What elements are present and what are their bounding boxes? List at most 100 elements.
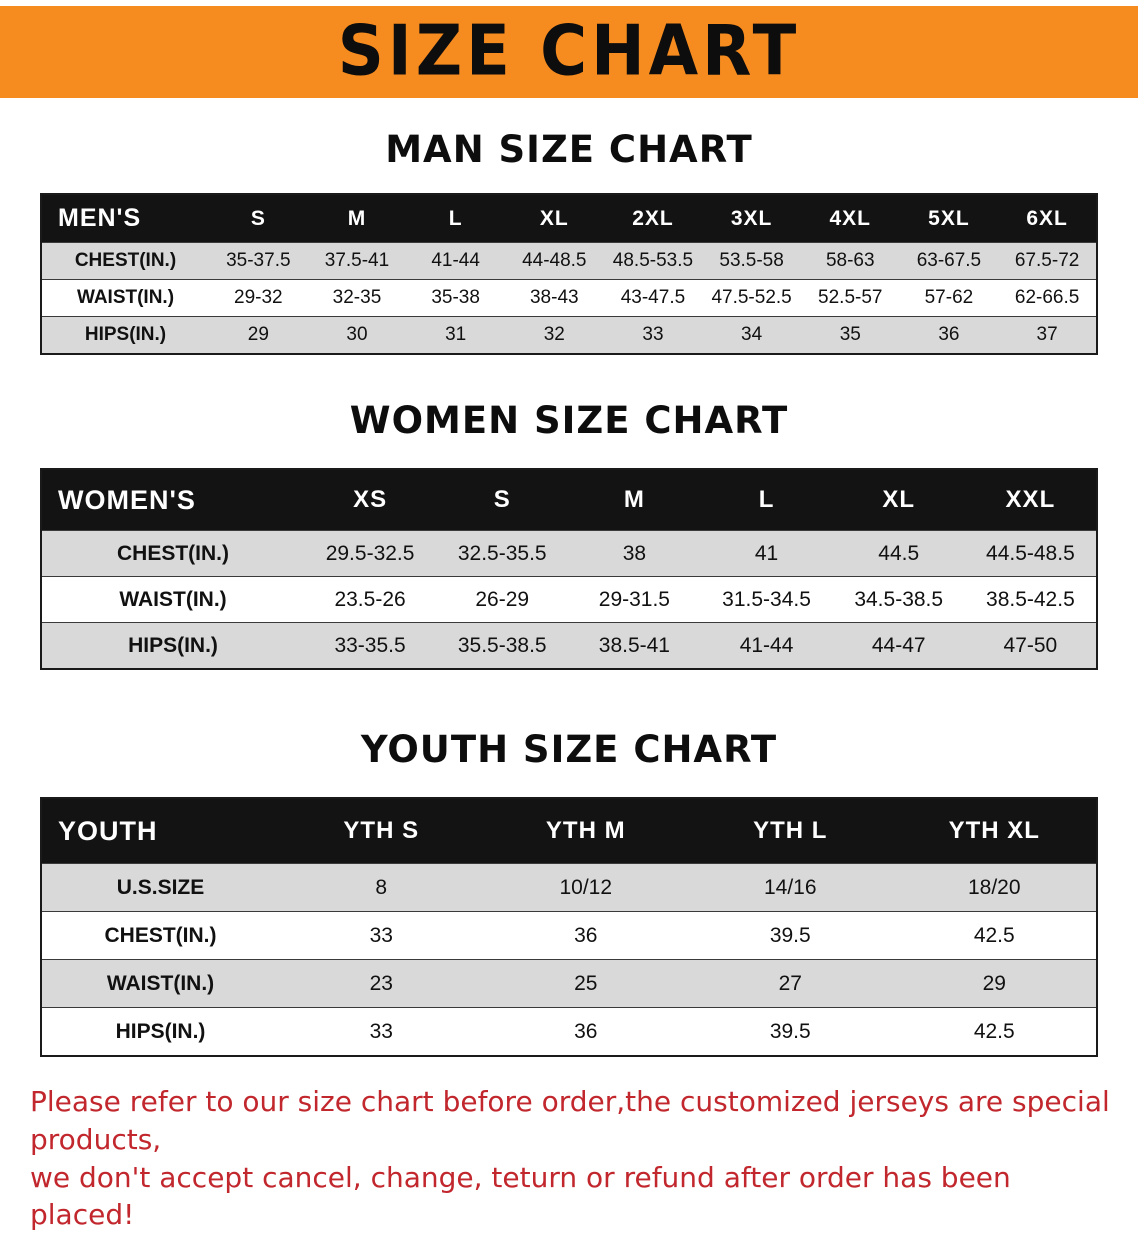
value-cell: 35 (800, 316, 900, 354)
value-cell: 39.5 (688, 1007, 893, 1056)
value-cell: 18/20 (892, 863, 1097, 912)
value-cell: 27 (688, 959, 893, 1008)
man-section-heading: MAN SIZE CHART (385, 128, 753, 171)
disclaimer-line-2: we don't accept cancel, change, teturn o… (30, 1160, 1011, 1232)
women-size-section: WOMEN SIZE CHART WOMEN'S XS S M L XL XXL CHEST(… (0, 399, 1138, 670)
size-header-cell: S (436, 469, 569, 531)
size-header-cell: YTH L (688, 798, 893, 864)
value-cell: 32-35 (307, 279, 407, 317)
value-cell: 34 (702, 316, 801, 354)
value-cell: 35-37.5 (209, 242, 308, 280)
women-section-heading: WOMEN SIZE CHART (349, 399, 789, 442)
value-cell: 63-67.5 (899, 242, 999, 280)
value-cell: 42.5 (892, 911, 1097, 960)
value-cell: 35.5-38.5 (436, 622, 569, 669)
value-cell: 53.5-58 (702, 242, 801, 280)
measurement-label-cell: WAIST(IN.) (41, 576, 304, 623)
measurement-label-cell: HIPS(IN.) (41, 1007, 279, 1056)
table-header-row: YOUTH YTH S YTH M YTH L YTH XL (41, 798, 1097, 864)
value-cell: 36 (483, 1007, 688, 1056)
table-row: HIPS(IN.) 29 30 31 32 33 34 35 36 37 (41, 316, 1097, 354)
value-cell: 58-63 (800, 242, 900, 280)
table-corner-cell: YOUTH (41, 798, 279, 864)
value-cell: 33 (603, 316, 703, 354)
value-cell: 32.5-35.5 (436, 530, 569, 577)
value-cell: 37.5-41 (307, 242, 407, 280)
youth-size-section: YOUTH SIZE CHART YOUTH YTH S YTH M YTH L YTH… (0, 728, 1138, 1057)
value-cell: 33 (279, 911, 484, 960)
value-cell: 34.5-38.5 (832, 576, 965, 623)
table-corner-cell: MEN'S (41, 194, 209, 243)
measurement-label-cell: CHEST(IN.) (41, 911, 279, 960)
table-row: CHEST(IN.) 29.5-32.5 32.5-35.5 38 41 44.5 44.5… (41, 530, 1097, 577)
value-cell: 57-62 (899, 279, 999, 317)
table-corner-cell: WOMEN'S (41, 469, 304, 531)
value-cell: 43-47.5 (603, 279, 703, 317)
size-header-cell: 3XL (702, 194, 801, 243)
value-cell: 31 (406, 316, 505, 354)
size-header-cell: S (209, 194, 308, 243)
size-header-cell: M (307, 194, 407, 243)
size-header-cell: 5XL (899, 194, 999, 243)
banner-title: SIZE CHART (337, 12, 801, 92)
value-cell: 38 (568, 530, 701, 577)
value-cell: 29 (892, 959, 1097, 1008)
value-cell: 29 (209, 316, 308, 354)
table-row: HIPS(IN.) 33 36 39.5 42.5 (41, 1007, 1097, 1056)
value-cell: 25 (483, 959, 688, 1008)
disclaimer-text: Please refer to our size chart before or… (30, 1083, 1110, 1234)
size-header-cell: XXL (964, 469, 1097, 531)
size-header-cell: YTH S (279, 798, 484, 864)
youth-size-table: YOUTH YTH S YTH M YTH L YTH XL U.S.SIZE 8 10/12… (40, 797, 1098, 1057)
table-row: U.S.SIZE 8 10/12 14/16 18/20 (41, 863, 1097, 912)
value-cell: 44.5 (832, 530, 965, 577)
measurement-label-cell: HIPS(IN.) (41, 316, 209, 354)
value-cell: 47.5-52.5 (702, 279, 801, 317)
value-cell: 23 (279, 959, 484, 1008)
table-row: HIPS(IN.) 33-35.5 35.5-38.5 38.5-41 41-44 44-… (41, 622, 1097, 669)
measurement-label-cell: WAIST(IN.) (41, 279, 209, 317)
value-cell: 67.5-72 (998, 242, 1097, 280)
size-header-cell: XS (304, 469, 437, 531)
table-row: CHEST(IN.) 33 36 39.5 42.5 (41, 911, 1097, 960)
value-cell: 44-48.5 (504, 242, 604, 280)
measurement-label-cell: HIPS(IN.) (41, 622, 304, 669)
size-header-cell: YTH XL (892, 798, 1097, 864)
value-cell: 39.5 (688, 911, 893, 960)
value-cell: 35-38 (406, 279, 505, 317)
value-cell: 33-35.5 (304, 622, 437, 669)
disclaimer-line-1: Please refer to our size chart before or… (30, 1085, 1110, 1156)
table-row: WAIST(IN.) 29-32 32-35 35-38 38-43 43-47.5 47.… (41, 279, 1097, 317)
value-cell: 41 (700, 530, 833, 577)
value-cell: 62-66.5 (998, 279, 1097, 317)
value-cell: 47-50 (964, 622, 1097, 669)
value-cell: 44.5-48.5 (964, 530, 1097, 577)
table-header-row: MEN'S S M L XL 2XL 3XL 4XL 5XL 6XL (41, 194, 1097, 243)
value-cell: 29-32 (209, 279, 308, 317)
size-header-cell: 4XL (800, 194, 900, 243)
size-chart-banner: SIZE CHART (0, 6, 1138, 98)
value-cell: 26-29 (436, 576, 569, 623)
value-cell: 36 (483, 911, 688, 960)
youth-section-heading: YOUTH SIZE CHART (360, 728, 778, 771)
value-cell: 29.5-32.5 (304, 530, 437, 577)
value-cell: 33 (279, 1007, 484, 1056)
size-header-cell: XL (832, 469, 965, 531)
size-header-cell: 2XL (603, 194, 703, 243)
value-cell: 48.5-53.5 (603, 242, 703, 280)
value-cell: 38.5-41 (568, 622, 701, 669)
value-cell: 36 (899, 316, 999, 354)
men-size-table: MEN'S S M L XL 2XL 3XL 4XL 5XL 6XL CHEST(IN.) 35-37… (40, 193, 1098, 355)
value-cell: 8 (279, 863, 484, 912)
size-header-cell: L (700, 469, 833, 531)
table-row: WAIST(IN.) 23 25 27 29 (41, 959, 1097, 1008)
table-header-row: WOMEN'S XS S M L XL XXL (41, 469, 1097, 531)
table-row: WAIST(IN.) 23.5-26 26-29 29-31.5 31.5-34.5 34… (41, 576, 1097, 623)
value-cell: 10/12 (483, 863, 688, 912)
value-cell: 44-47 (832, 622, 965, 669)
measurement-label-cell: CHEST(IN.) (41, 530, 304, 577)
value-cell: 38-43 (504, 279, 604, 317)
value-cell: 32 (504, 316, 604, 354)
value-cell: 41-44 (700, 622, 833, 669)
size-header-cell: M (568, 469, 701, 531)
